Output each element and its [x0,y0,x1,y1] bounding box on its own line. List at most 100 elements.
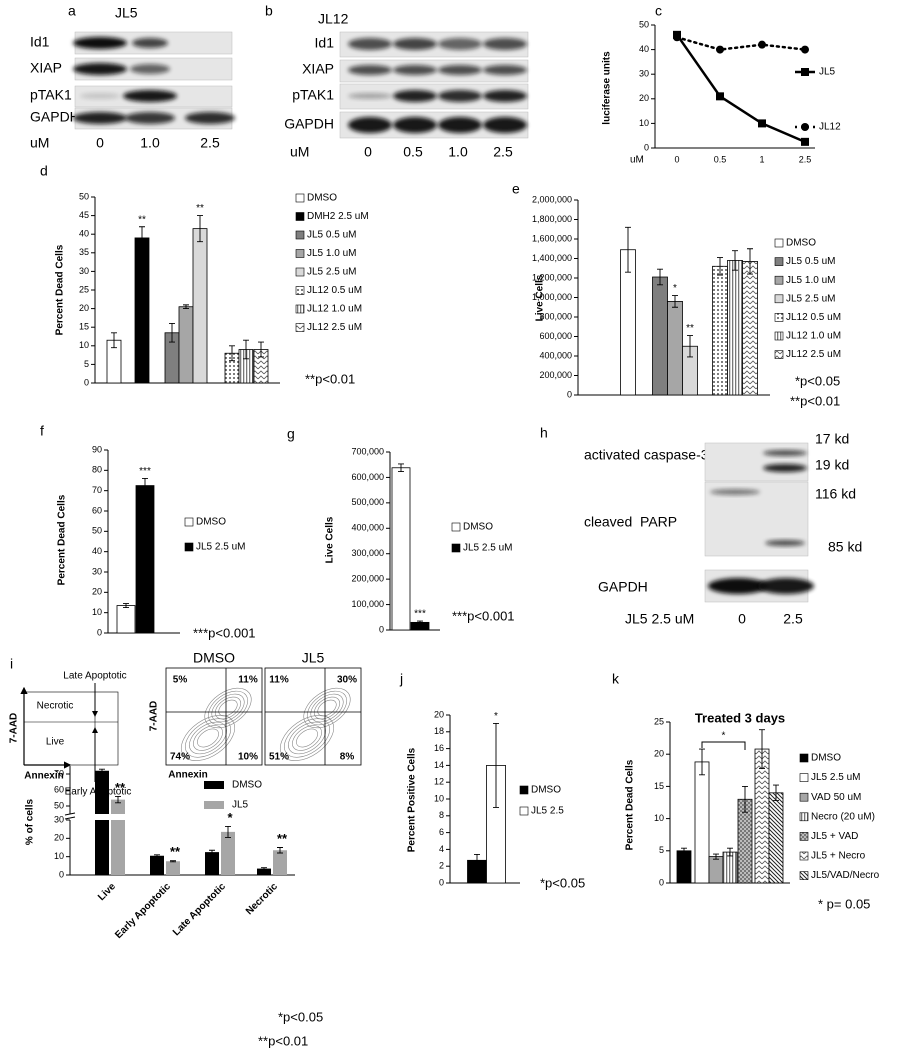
blot-title: JL5 [115,5,138,21]
marker [801,68,809,76]
x-tick-label: 0 [674,154,679,164]
bar [166,861,180,875]
error-bar [727,847,733,857]
legend-swatch [799,753,809,763]
legend-swatch [295,267,305,277]
blot-title: JL12 [318,11,349,27]
band [763,450,807,456]
error-bar [277,847,283,854]
band [393,90,437,102]
y-tick-label: 200,000 [539,370,572,380]
lane-label: 0 [96,135,104,151]
lane-label: 2.5 [783,611,803,627]
error-bar [197,215,203,243]
y-tick-label: 25 [654,716,664,726]
legend-label: JL12 1.0 uM [786,331,841,342]
y-tick-label: 700,000 [351,446,384,456]
blot-row-label: XIAP [302,61,334,77]
x-tick-label: 2.5 [799,154,812,164]
error-bar [493,722,499,808]
axis-label: 7-AAD [149,701,160,732]
error-bar [398,463,404,473]
flow-title: DMSO [193,650,235,666]
y-tick-label: 400,000 [351,523,384,533]
marker [801,123,809,131]
y-tick-label: 18 [434,726,444,736]
lane-label: 2.5 [493,144,513,160]
bar [708,856,724,884]
bar [652,276,668,396]
error-bar [115,795,121,804]
significance-note: *p<0.05 [795,373,840,388]
y-tick-label: 1,600,000 [532,233,572,243]
error-bar [183,304,189,310]
bar [273,850,287,875]
band [438,90,482,102]
legend-label: JL5 [232,800,249,811]
blot-row-label: GAPDH [30,109,80,125]
chart-title: Treated 3 days [695,710,785,725]
bar [742,261,758,396]
y-tick-label: 30 [639,69,649,79]
y-tick-label: 50 [79,191,89,201]
blot-row-label: pTAK1 [30,87,72,103]
band [80,93,120,99]
bracket-label: * [722,731,726,742]
quadrant-schematic [20,683,119,782]
band [483,90,527,102]
legend-label: JL12 0.5 uM [786,312,841,323]
error-bar [258,341,264,358]
blot-strip [704,442,809,482]
legend-swatch [295,212,305,221]
bar [667,300,683,396]
significance-note: * p= 0.05 [818,896,870,911]
y-axis-label: Percent Dead Cells [57,494,68,585]
legend-swatch [774,313,784,322]
y-tick-label: 40 [639,44,649,54]
contour [204,687,252,729]
y-tick-label: 90 [92,444,102,454]
significance-mark: ** [115,780,126,795]
y-tick-label: 20 [654,749,664,759]
contour [193,725,223,751]
y-tick-label: 600,000 [539,331,572,341]
legend-swatch [204,781,224,789]
panel-label: d [40,163,48,179]
lane-unit: uM [290,144,309,160]
contour [313,696,341,720]
y-tick-label: 500,000 [351,497,384,507]
bar [727,260,743,396]
error-bar [717,257,723,276]
significance-mark: ** [196,203,204,214]
legend-label: JL5 2.5 uM [307,267,356,278]
band [763,464,807,472]
axis-label: 7-AAD [9,713,20,744]
legend-label: JL5 1.0 uM [786,275,835,286]
error-bar [672,295,678,308]
y-tick-label: 0 [84,377,89,387]
y-tick-label: 20 [639,93,649,103]
axis-label: Annexin [24,771,63,782]
legend-swatch [519,806,529,816]
panel-label: j [399,671,403,687]
panel-label: a [68,3,76,19]
y-tick-label: 30 [79,266,89,276]
band [438,117,482,133]
bar [135,485,155,634]
y-tick-label: 50 [639,19,649,29]
y-tick-label: 100,000 [351,599,384,609]
y-tick-label: 30 [54,814,64,824]
error-bar [747,248,753,275]
y-tick-label: 40 [92,546,102,556]
legend-label: DMSO [196,517,226,528]
bar [221,831,235,875]
significance-note: *p<0.05 [278,1009,323,1024]
significance-mark: *** [139,466,151,477]
significance-note: *p<0.05 [540,875,585,890]
y-tick-label: 35 [79,247,89,257]
panel-label: i [10,656,13,672]
significance-mark: * [673,283,677,294]
error-bar [417,620,423,625]
axis-label: Annexin [168,770,207,781]
y-tick-label: 1,200,000 [532,272,572,282]
